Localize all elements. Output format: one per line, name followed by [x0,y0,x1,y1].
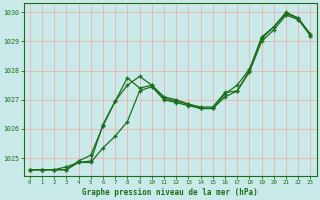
X-axis label: Graphe pression niveau de la mer (hPa): Graphe pression niveau de la mer (hPa) [82,188,258,197]
